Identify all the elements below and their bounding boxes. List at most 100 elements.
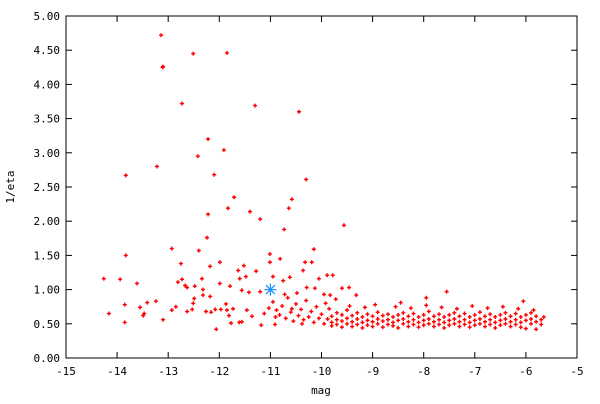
- data-point: [159, 33, 164, 38]
- data-point: [270, 274, 275, 279]
- data-point: [513, 317, 518, 322]
- data-point: [217, 260, 222, 265]
- data-point: [477, 310, 482, 315]
- data-point: [169, 308, 174, 313]
- data-point: [316, 316, 321, 321]
- data-point: [493, 314, 498, 319]
- data-point: [518, 314, 523, 319]
- data-point: [206, 137, 211, 142]
- data-point: [273, 314, 278, 319]
- data-point: [355, 317, 360, 322]
- data-point: [161, 317, 166, 322]
- data-point: [250, 314, 255, 319]
- data-point: [213, 307, 218, 312]
- data-point: [373, 302, 378, 307]
- data-point: [333, 297, 338, 302]
- data-point: [286, 206, 291, 211]
- data-point: [355, 322, 360, 327]
- data-point: [391, 314, 396, 319]
- data-point: [503, 321, 508, 326]
- data-point: [401, 321, 406, 326]
- data-point: [411, 322, 416, 327]
- data-point: [523, 326, 528, 331]
- data-point: [254, 269, 259, 274]
- data-point: [411, 311, 416, 316]
- data-point: [370, 324, 375, 329]
- y-tick-label: 3.00: [34, 147, 61, 160]
- data-point: [341, 223, 346, 228]
- data-point: [296, 313, 301, 318]
- data-point: [345, 308, 350, 313]
- data-point: [513, 311, 518, 316]
- x-tick-label: -9: [366, 365, 379, 378]
- data-point: [457, 314, 462, 319]
- data-point: [457, 319, 462, 324]
- data-point: [218, 307, 223, 312]
- data-point: [311, 247, 316, 252]
- data-point: [200, 293, 205, 298]
- data-point: [416, 325, 421, 330]
- data-point: [123, 173, 128, 178]
- data-point: [521, 299, 526, 304]
- data-point: [280, 304, 285, 309]
- data-point: [327, 306, 332, 311]
- data-point: [442, 325, 447, 330]
- data-point: [246, 290, 251, 295]
- data-point: [118, 277, 123, 282]
- data-point: [447, 318, 452, 323]
- data-point: [493, 320, 498, 325]
- data-point: [154, 164, 159, 169]
- y-tick-label: 1.00: [34, 284, 61, 297]
- data-point: [334, 317, 339, 322]
- data-point: [212, 172, 217, 177]
- data-point: [421, 318, 426, 323]
- star-point: [264, 283, 277, 296]
- data-point: [360, 320, 365, 325]
- data-point: [365, 312, 370, 317]
- data-point: [214, 327, 219, 332]
- data-points: [101, 33, 546, 332]
- data-point: [287, 275, 292, 280]
- data-point: [462, 311, 467, 316]
- data-point: [191, 51, 196, 56]
- data-point: [385, 317, 390, 322]
- data-point: [243, 274, 248, 279]
- data-point: [101, 276, 106, 281]
- data-point: [513, 322, 518, 327]
- data-point: [442, 314, 447, 319]
- data-point: [225, 206, 230, 211]
- data-point: [185, 285, 190, 290]
- data-point: [347, 285, 352, 290]
- data-point: [237, 276, 242, 281]
- data-point: [312, 286, 317, 291]
- data-point: [396, 312, 401, 317]
- data-point: [498, 312, 503, 317]
- data-point: [406, 324, 411, 329]
- data-point: [309, 260, 314, 265]
- data-point: [406, 314, 411, 319]
- data-point: [253, 103, 258, 108]
- data-point: [282, 292, 287, 297]
- data-point: [259, 323, 264, 328]
- data-point: [314, 304, 319, 309]
- data-point: [488, 317, 493, 322]
- data-point: [325, 273, 330, 278]
- x-tick-label: -10: [312, 365, 332, 378]
- data-point: [401, 310, 406, 315]
- data-point: [452, 317, 457, 322]
- data-point: [439, 305, 444, 310]
- data-point: [236, 268, 241, 273]
- data-point: [185, 309, 190, 314]
- data-point: [457, 324, 462, 329]
- data-point: [258, 289, 263, 294]
- data-point: [228, 284, 233, 289]
- data-point: [345, 316, 350, 321]
- data-point: [472, 312, 477, 317]
- y-tick-label: 4.50: [34, 44, 61, 57]
- data-point: [195, 154, 200, 159]
- data-point: [291, 319, 296, 324]
- x-tick-label: -13: [158, 365, 178, 378]
- x-tick-label: -8: [417, 365, 430, 378]
- data-point: [444, 289, 449, 294]
- data-point: [282, 227, 287, 232]
